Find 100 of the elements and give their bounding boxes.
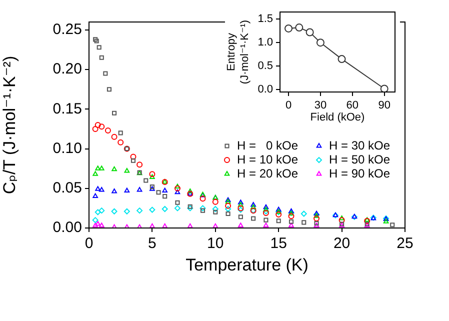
- point: [98, 222, 104, 228]
- point: [251, 216, 256, 221]
- point: [383, 218, 389, 224]
- x-tick-label: 15: [270, 235, 287, 252]
- point: [263, 222, 269, 228]
- point: [288, 219, 294, 224]
- y-tick-label: 0.00: [52, 219, 82, 236]
- x-tick-label: 10: [207, 235, 224, 252]
- point: [295, 24, 304, 32]
- point: [174, 184, 180, 189]
- point: [200, 208, 206, 213]
- point: [162, 188, 168, 193]
- point: [103, 71, 108, 76]
- point: [174, 185, 180, 192]
- point: [130, 154, 136, 160]
- point: [314, 210, 320, 216]
- point: [92, 222, 98, 228]
- point: [380, 84, 388, 92]
- point: [276, 212, 282, 218]
- y-tick-label: 1.0: [258, 36, 273, 49]
- point: [338, 55, 346, 64]
- point: [200, 205, 206, 212]
- point: [96, 45, 102, 50]
- point: [136, 186, 142, 192]
- point: [118, 139, 124, 146]
- x-tick-label: 25: [396, 235, 414, 252]
- point: [162, 194, 168, 199]
- y-tick-label: 0.25: [52, 21, 82, 38]
- point: [92, 217, 98, 224]
- y-tick-label: 0.05: [52, 180, 82, 197]
- point: [130, 158, 136, 163]
- point: [98, 124, 105, 130]
- x-tick-label: 5: [148, 235, 156, 252]
- point: [104, 128, 111, 134]
- point: [92, 193, 98, 198]
- y-tick-label: 1.5: [258, 13, 273, 26]
- point: [187, 205, 194, 212]
- point: [98, 208, 105, 214]
- point: [124, 208, 130, 214]
- point: [302, 220, 306, 225]
- point: [187, 188, 193, 194]
- legend-label: H = 20 kOe: [237, 166, 298, 180]
- point: [238, 200, 244, 204]
- point: [162, 206, 168, 212]
- legend-label: H = 50 kOe: [329, 152, 390, 166]
- point: [95, 186, 101, 191]
- point: [95, 221, 101, 226]
- x-axis-title: Field (kOe): [310, 111, 365, 124]
- point: [124, 188, 130, 193]
- point: [150, 223, 155, 228]
- point: [106, 87, 112, 92]
- point: [156, 190, 161, 195]
- x-axis-title: Temperature (K): [186, 255, 308, 274]
- point: [162, 223, 168, 228]
- y-axis-title: Entropy (J·mol⁻¹·K⁻¹): [226, 20, 251, 84]
- point: [288, 213, 294, 220]
- point: [212, 223, 218, 228]
- y-axis-title: Cₚ/T (J·mol⁻¹·K⁻²): [0, 56, 19, 194]
- legend-label: H = 10 kOe: [237, 152, 298, 166]
- point: [111, 208, 118, 214]
- point: [111, 134, 118, 140]
- point: [174, 189, 180, 194]
- point: [136, 162, 143, 168]
- point: [339, 215, 344, 220]
- point: [149, 171, 156, 178]
- x-tick-label: 90: [378, 100, 390, 112]
- point: [264, 218, 268, 222]
- y-tick-label: 0.5: [258, 60, 273, 72]
- x-tick-label: 30: [314, 100, 327, 112]
- y-tick-label: 0.0: [258, 84, 273, 96]
- point: [300, 210, 307, 217]
- point: [99, 55, 104, 60]
- point: [144, 178, 148, 183]
- point: [175, 200, 180, 205]
- point: [338, 217, 345, 224]
- legend-label: H = 0 kOe: [237, 138, 298, 152]
- point: [316, 38, 324, 47]
- point: [92, 171, 98, 176]
- point: [250, 204, 256, 210]
- point: [212, 206, 218, 212]
- point: [174, 205, 180, 212]
- y-tick-label: 0.15: [52, 100, 82, 118]
- point: [238, 222, 244, 228]
- point: [226, 211, 230, 216]
- point: [188, 204, 192, 209]
- point: [118, 130, 123, 136]
- point: [112, 166, 117, 172]
- point: [150, 174, 155, 180]
- x-tick-label: 20: [333, 235, 350, 252]
- point: [288, 222, 294, 228]
- point: [187, 223, 193, 228]
- point: [98, 186, 104, 192]
- legend-label: H = 30 kOe: [329, 138, 390, 152]
- x-tick-label: 0: [285, 100, 292, 112]
- point: [112, 110, 117, 116]
- point: [94, 122, 101, 128]
- point: [213, 210, 218, 214]
- point: [95, 166, 101, 170]
- point: [250, 202, 256, 207]
- x-tick-label: 0: [84, 235, 94, 252]
